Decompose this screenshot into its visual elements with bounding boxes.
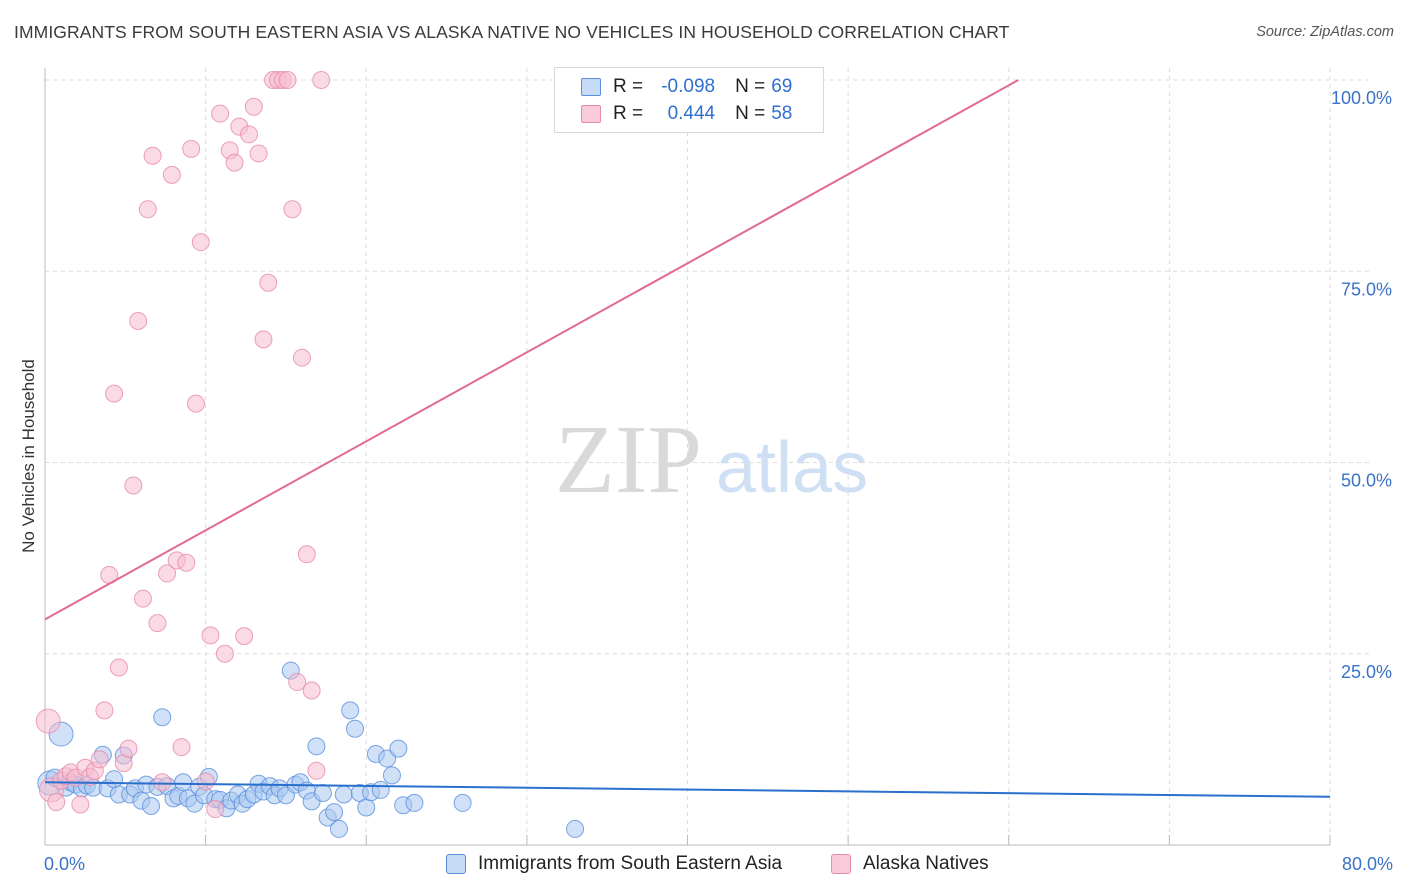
correlation-legend: R = -0.098 N = 69 R = 0.444 N = 58 — [554, 67, 824, 133]
y-tick-label: 100.0% — [1331, 88, 1392, 108]
blue-data-point — [325, 803, 344, 822]
pink-data-point — [148, 614, 167, 633]
legend-n-label: N = — [735, 103, 766, 124]
pink-data-point — [182, 139, 201, 158]
legend-r-value: 0.444 — [667, 103, 716, 124]
pink-data-point — [105, 384, 124, 403]
legend-swatch-blue — [581, 78, 601, 96]
pink-data-point — [211, 104, 230, 123]
pink-data-point — [138, 200, 157, 219]
trend-layer — [44, 79, 1331, 798]
bottom-legend-swatch-pink — [831, 854, 851, 874]
legend-n-label: N = — [735, 76, 766, 97]
blue-data-point — [382, 766, 401, 785]
pink-data-point — [133, 589, 152, 608]
pink-data-point — [259, 273, 278, 292]
grid-layer — [45, 68, 1370, 845]
blue-data-point — [341, 701, 360, 720]
legend-row-blue: R = -0.098 N = 69 — [581, 75, 792, 99]
bottom-legend-blue: Immigrants from South Eastern Asia — [446, 851, 782, 877]
pink-data-point — [153, 773, 172, 792]
pink-data-point — [244, 97, 263, 116]
pink-data-point — [95, 701, 114, 720]
pink-data-point — [47, 793, 66, 812]
pink-data-point — [225, 153, 244, 172]
x-tick-label: 80.0% — [1342, 854, 1393, 874]
bottom-legend-label: Alaska Natives — [863, 853, 989, 874]
pink-data-point — [35, 708, 61, 734]
y-axis-label: No Vehicles in Household — [19, 359, 38, 553]
pink-data-point — [119, 739, 138, 758]
bottom-legend-pink: Alaska Natives — [831, 851, 989, 877]
blue-data-point — [313, 783, 332, 802]
y-tick-label: 25.0% — [1341, 662, 1392, 682]
blue-data-point — [357, 798, 376, 817]
y-tick-label: 75.0% — [1341, 279, 1392, 299]
pink-data-point — [177, 553, 196, 572]
pink-data-point — [109, 658, 128, 677]
blue-trend-line — [44, 781, 1331, 798]
legend-row-pink: R = 0.444 N = 58 — [581, 102, 792, 126]
pink-data-point — [249, 144, 268, 163]
watermark: ZIP atlas — [555, 406, 868, 514]
pink-data-point — [201, 626, 220, 645]
blue-data-point — [334, 785, 353, 804]
blue-data-point — [378, 749, 397, 768]
blue-data-point — [405, 793, 424, 812]
pink-data-point — [162, 165, 181, 184]
pink-data-point — [215, 644, 234, 663]
watermark-atlas: atlas — [716, 428, 868, 508]
legend-r-label: R = — [613, 76, 644, 97]
bottom-legend-label: Immigrants from South Eastern Asia — [478, 853, 783, 874]
watermark-zip: ZIP — [555, 406, 702, 514]
pink-data-point — [90, 750, 109, 769]
pink-data-point — [71, 795, 90, 814]
blue-data-point — [389, 739, 408, 758]
blue-data-point — [105, 770, 124, 789]
pink-data-point — [129, 311, 148, 330]
pink-data-point — [297, 545, 316, 564]
legend-swatch-pink — [581, 105, 601, 123]
blue-data-point — [453, 793, 472, 812]
blue-data-point — [142, 796, 161, 815]
pink-data-point — [307, 761, 326, 780]
pink-data-point — [235, 627, 254, 646]
legend-n-value: 69 — [771, 76, 793, 97]
pink-data-point — [312, 71, 331, 89]
bottom-legend-swatch-blue — [446, 854, 466, 874]
source-label: Source: ZipAtlas.com — [1256, 24, 1394, 40]
y-tick-label: 50.0% — [1341, 471, 1392, 491]
chart-title: IMMIGRANTS FROM SOUTH EASTERN ASIA VS AL… — [14, 22, 1010, 42]
blue-data-point — [153, 708, 172, 727]
blue-data-point — [566, 819, 585, 838]
pink-data-point — [158, 564, 177, 583]
x-tick-label: 0.0% — [44, 854, 85, 874]
pink-data-point — [124, 476, 143, 495]
blue-data-point — [371, 780, 390, 799]
pink-data-point — [196, 772, 215, 791]
blue-data-point — [174, 773, 193, 792]
legend-r-label: R = — [613, 103, 644, 124]
blue-data-point — [329, 819, 348, 838]
pink-data-point — [239, 125, 258, 144]
pink-data-point — [172, 738, 191, 757]
legend-n-value: 58 — [771, 103, 793, 124]
points-layer — [35, 71, 585, 838]
blue-data-point — [346, 719, 365, 738]
legend-r-value: -0.098 — [661, 76, 716, 97]
pink-data-point — [288, 673, 307, 692]
blue-data-point — [307, 737, 326, 756]
pink-data-point — [206, 800, 225, 819]
pink-data-point — [278, 71, 297, 89]
pink-data-point — [293, 348, 311, 367]
pink-data-point — [254, 330, 273, 349]
axis-layer: 25.0% 50.0% 75.0% 100.0% 0.0% 80.0% — [44, 68, 1393, 874]
pink-data-point — [143, 146, 162, 165]
pink-data-point — [186, 394, 205, 413]
pink-data-point — [283, 200, 302, 219]
pink-trend-line — [44, 79, 1019, 621]
pink-data-point — [191, 233, 210, 252]
pink-data-point — [302, 681, 321, 700]
